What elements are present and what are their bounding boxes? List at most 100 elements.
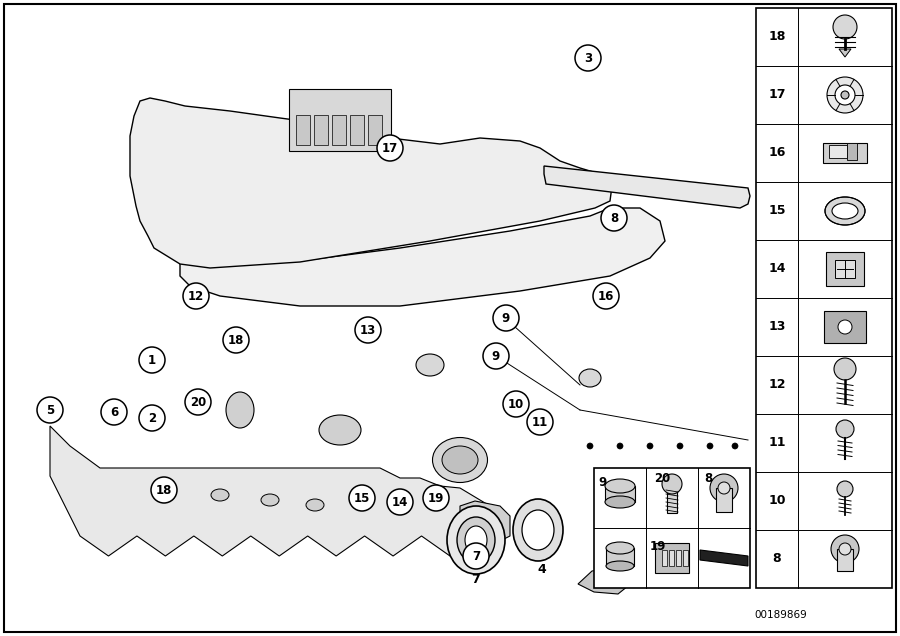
Circle shape [139, 405, 165, 431]
Text: 20: 20 [190, 396, 206, 408]
Circle shape [718, 482, 730, 494]
Ellipse shape [261, 494, 279, 506]
Text: 18: 18 [156, 483, 172, 497]
Ellipse shape [306, 499, 324, 511]
FancyBboxPatch shape [756, 8, 892, 588]
Ellipse shape [457, 517, 495, 563]
FancyBboxPatch shape [667, 484, 677, 513]
Text: 15: 15 [354, 492, 370, 504]
Text: 9: 9 [492, 350, 500, 363]
Text: 11: 11 [532, 415, 548, 429]
Ellipse shape [442, 446, 478, 474]
FancyBboxPatch shape [368, 115, 382, 145]
Text: 8: 8 [610, 212, 618, 225]
Circle shape [617, 443, 623, 449]
Circle shape [493, 305, 519, 331]
Text: 5: 5 [46, 403, 54, 417]
FancyBboxPatch shape [683, 550, 688, 566]
Circle shape [677, 443, 683, 449]
FancyBboxPatch shape [350, 115, 364, 145]
Text: 14: 14 [392, 495, 409, 509]
Circle shape [647, 443, 653, 449]
Ellipse shape [447, 506, 505, 574]
Ellipse shape [433, 438, 488, 483]
Polygon shape [50, 426, 490, 556]
Circle shape [139, 347, 165, 373]
Polygon shape [839, 49, 851, 57]
Text: 6: 6 [110, 406, 118, 418]
Ellipse shape [606, 561, 634, 571]
FancyBboxPatch shape [289, 89, 391, 151]
FancyBboxPatch shape [824, 311, 866, 343]
Text: 8: 8 [773, 553, 781, 565]
Circle shape [838, 320, 852, 334]
Circle shape [223, 327, 249, 353]
Ellipse shape [579, 369, 601, 387]
Polygon shape [130, 98, 612, 268]
Ellipse shape [513, 499, 563, 561]
FancyBboxPatch shape [716, 488, 732, 512]
Text: 14: 14 [769, 263, 786, 275]
Circle shape [527, 409, 553, 435]
Polygon shape [460, 501, 510, 546]
FancyBboxPatch shape [594, 468, 750, 588]
Polygon shape [578, 568, 628, 594]
Circle shape [601, 205, 627, 231]
Text: 8: 8 [704, 472, 712, 485]
Circle shape [185, 389, 211, 415]
FancyBboxPatch shape [837, 549, 853, 571]
FancyBboxPatch shape [669, 550, 674, 566]
Circle shape [833, 15, 857, 39]
Text: 1: 1 [148, 354, 156, 366]
Text: 12: 12 [188, 289, 204, 303]
Circle shape [575, 45, 601, 71]
Polygon shape [700, 550, 748, 566]
FancyBboxPatch shape [662, 550, 667, 566]
Text: 20: 20 [654, 472, 670, 485]
FancyBboxPatch shape [655, 543, 689, 573]
Text: 10: 10 [769, 495, 786, 508]
Ellipse shape [465, 526, 487, 554]
FancyBboxPatch shape [314, 115, 328, 145]
Text: 16: 16 [769, 146, 786, 160]
Circle shape [710, 474, 738, 502]
Text: 4: 4 [537, 563, 546, 576]
Circle shape [37, 397, 63, 423]
FancyBboxPatch shape [676, 550, 681, 566]
Text: 12: 12 [769, 378, 786, 392]
Circle shape [183, 283, 209, 309]
Ellipse shape [605, 479, 635, 493]
Circle shape [463, 543, 489, 569]
FancyBboxPatch shape [823, 143, 867, 163]
Polygon shape [180, 208, 665, 306]
Ellipse shape [319, 415, 361, 445]
Polygon shape [544, 166, 750, 208]
Circle shape [101, 399, 127, 425]
Ellipse shape [416, 354, 444, 376]
Circle shape [841, 91, 849, 99]
Text: 16: 16 [598, 289, 614, 303]
Ellipse shape [825, 197, 865, 225]
Text: 19: 19 [428, 492, 445, 504]
Circle shape [836, 420, 854, 438]
Ellipse shape [606, 542, 634, 554]
FancyBboxPatch shape [826, 252, 864, 286]
Text: 13: 13 [360, 324, 376, 336]
Circle shape [377, 135, 403, 161]
Circle shape [387, 489, 413, 515]
Text: 15: 15 [769, 205, 786, 218]
Text: 17: 17 [769, 88, 786, 102]
Circle shape [503, 391, 529, 417]
FancyBboxPatch shape [296, 115, 310, 145]
Ellipse shape [211, 489, 229, 501]
Circle shape [732, 443, 738, 449]
Text: 9: 9 [598, 476, 607, 489]
Text: 11: 11 [769, 436, 786, 450]
Ellipse shape [832, 203, 858, 219]
Text: 00189869: 00189869 [754, 610, 807, 620]
Circle shape [423, 485, 449, 511]
Text: 19: 19 [650, 540, 666, 553]
FancyBboxPatch shape [605, 486, 635, 502]
Ellipse shape [226, 392, 254, 428]
Circle shape [151, 477, 177, 503]
